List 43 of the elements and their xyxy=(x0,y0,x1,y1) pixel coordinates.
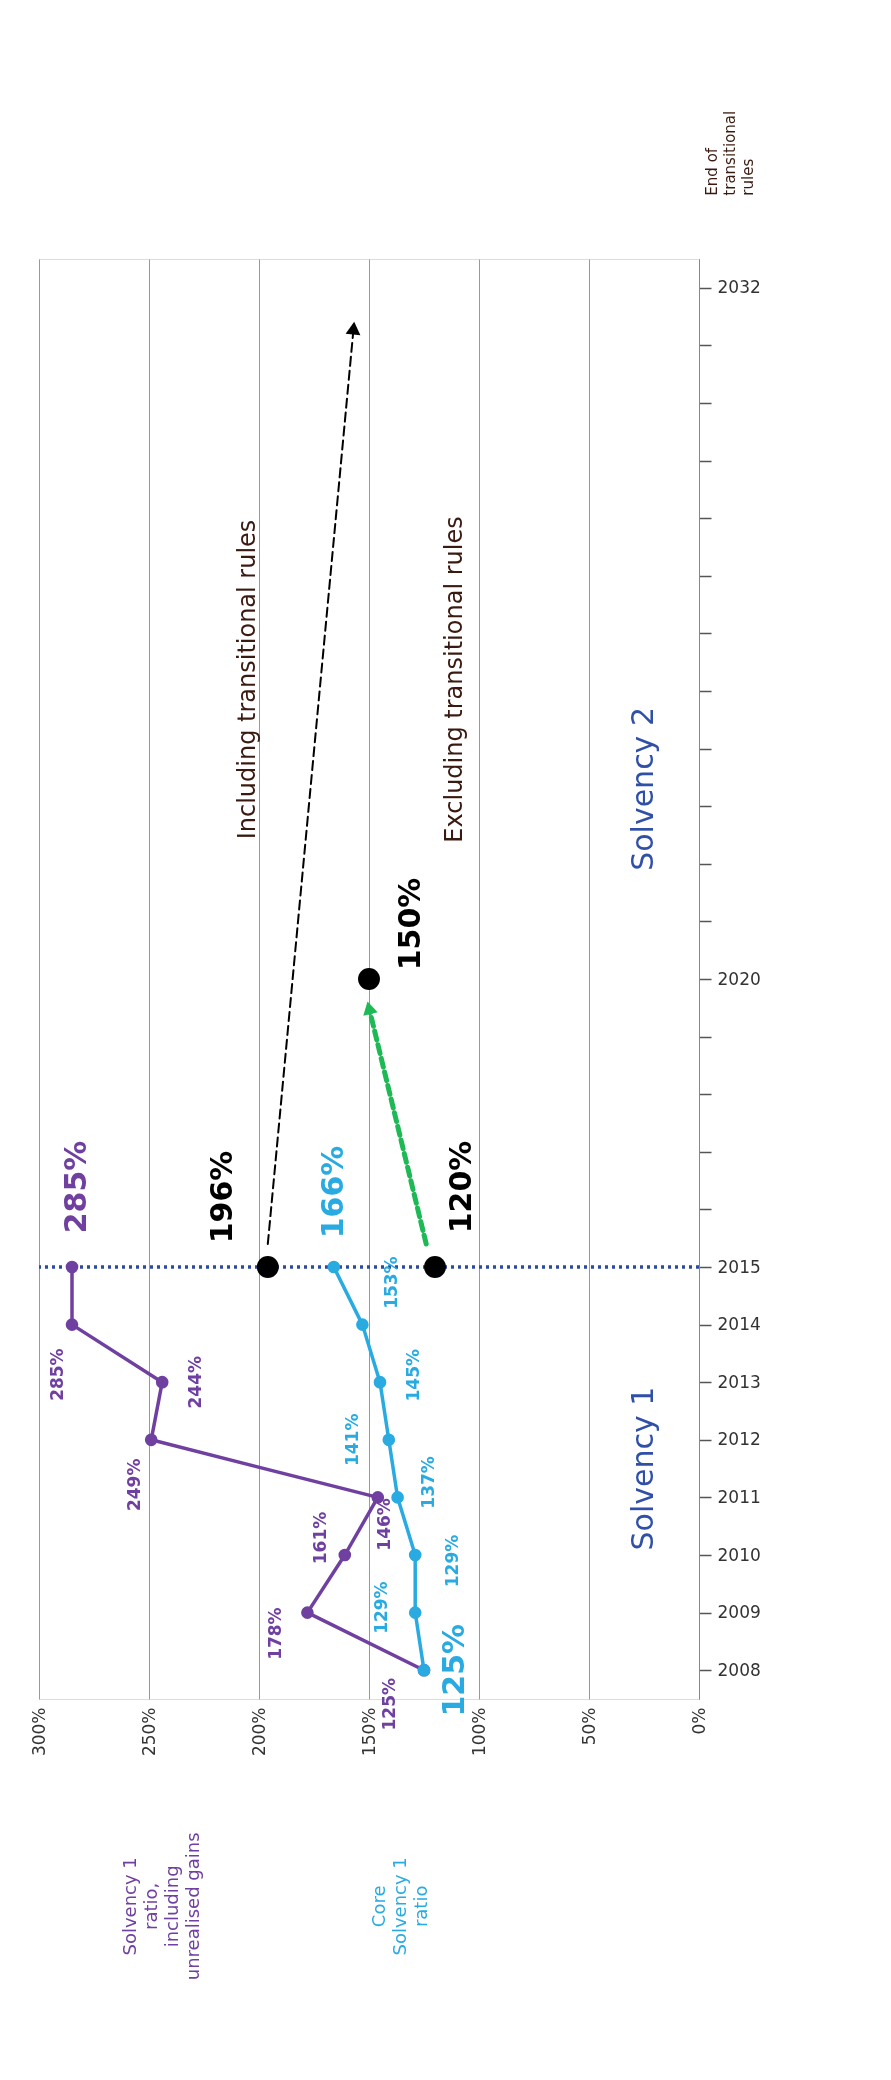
data-label: 178% xyxy=(265,1607,286,1660)
data-label: 285% xyxy=(47,1348,67,1401)
data-label: 153% xyxy=(381,1256,402,1309)
x-tick-label: 300% xyxy=(28,1707,49,1757)
data-label: 125% xyxy=(436,1623,471,1717)
y-tick-label: 2020 xyxy=(717,968,761,989)
x-tick-label: 250% xyxy=(138,1707,159,1757)
data-label: 150% xyxy=(392,877,427,971)
y-tick-label: 2014 xyxy=(717,1314,761,1335)
y-tick-label: 2013 xyxy=(717,1371,761,1392)
data-label: 166% xyxy=(314,1145,350,1239)
text: End of transitional rules xyxy=(703,110,758,196)
y-tick-label: 2032 xyxy=(717,277,761,298)
x-tick-label: 100% xyxy=(468,1707,489,1757)
text: Solvency 1 ratio, including unrealised gains xyxy=(119,1832,204,1981)
data-label: 145% xyxy=(403,1348,423,1402)
data-label: 129% xyxy=(371,1581,392,1634)
y-tick-label: 2008 xyxy=(717,1659,761,1680)
x-tick-label: 0% xyxy=(688,1707,709,1735)
y-tick-label: 2010 xyxy=(717,1544,761,1565)
y-tick-label: 2012 xyxy=(717,1429,761,1450)
data-label: 244% xyxy=(185,1355,206,1409)
y-tick-label: 2011 xyxy=(717,1486,761,1507)
annotation: Excluding transitional rules xyxy=(439,516,468,843)
annotation: Including transitional rules xyxy=(233,519,261,840)
data-label: 120% xyxy=(443,1140,478,1234)
data-label: 196% xyxy=(203,1150,239,1244)
data-label: 285% xyxy=(58,1140,93,1234)
text: Core Solvency 1 ratio xyxy=(368,1857,431,1956)
data-label: 161% xyxy=(309,1511,330,1565)
y-tick-label: 2015 xyxy=(717,1256,761,1277)
x-tick-label: 200% xyxy=(248,1707,269,1757)
x-tick-label: 150% xyxy=(358,1707,379,1757)
data-label: 146% xyxy=(373,1498,394,1551)
data-label: 141% xyxy=(341,1413,362,1467)
data-label: 129% xyxy=(442,1534,463,1588)
x-tick-label: 50% xyxy=(578,1707,599,1746)
annotation: Solvency 1 xyxy=(625,1386,660,1551)
data-label: 249% xyxy=(124,1458,145,1512)
y-tick-label: 2009 xyxy=(717,1602,761,1623)
data-label: 125% xyxy=(379,1677,399,1731)
data-label: 137% xyxy=(417,1456,438,1509)
annotation: Solvency 2 xyxy=(625,707,660,871)
